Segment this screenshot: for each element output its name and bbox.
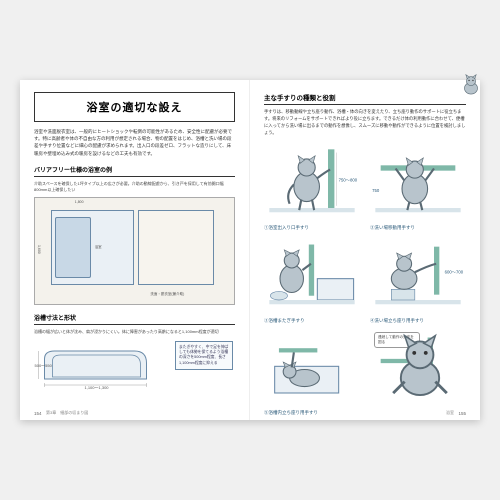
chapter-label-right: 浴室 (446, 410, 454, 416)
cell-5: ⑤浴槽内立ち座り用手すり (264, 328, 360, 415)
caption-2: ②洗い場移動用手すり (370, 225, 466, 231)
svg-text:600〜700: 600〜700 (445, 269, 464, 274)
title-box: 浴室の適切な設え (34, 92, 235, 122)
label-bath: 浴室 (95, 245, 102, 250)
caption-4: ④洗い場立ち座り用手すり (370, 318, 466, 324)
section2-caption: 浴槽の幅が広いと体が沈み、肩が浸かりにくい。体に障害があったり高齢になると1,1… (34, 329, 235, 335)
cell-3: ③浴槽またぎ手すり (264, 235, 360, 322)
tub-section-diagram: 1,100〜1,300 500〜550 またぎやすく、中で足を伸ばしても体勢を保… (34, 339, 235, 391)
illust-5 (264, 328, 360, 405)
right-heading: 主な手すりの種類と役割 (264, 92, 466, 105)
section1-heading: バリアフリー仕様の浴室の例 (34, 165, 235, 177)
svg-text:1,100〜1,300: 1,100〜1,300 (85, 385, 110, 390)
label-dress: 洗面・脱衣室(兼介助) (150, 292, 184, 297)
intro-text: 浴室や洗面脱衣室は、一般的にヒートショックや転倒の可能性があるため、安全性に配慮… (34, 128, 235, 157)
caption-3: ③浴槽またぎ手すり (264, 318, 360, 324)
page-right: 主な手すりの種類と役割 手すりは、移動動線や立ち座り動作、浴槽・体の向きを変えた… (250, 80, 480, 420)
section2-heading: 浴槽寸法と形状 (34, 313, 235, 325)
cell-4: 600〜700 ④洗い場立ち座り用手すり (370, 235, 466, 322)
page-number-left: 154 (34, 411, 42, 416)
page-title: 浴室の適切な設え (43, 99, 226, 115)
cat-mascot-icon (458, 72, 484, 98)
dim-height: 1,600 (37, 245, 41, 254)
svg-text:500〜550: 500〜550 (35, 363, 53, 368)
illust-3 (264, 235, 360, 312)
illust-2: 750 (370, 143, 466, 220)
floorplan-diagram: 1,800 1,600 浴室 洗面・脱衣室(兼介助) (34, 197, 235, 305)
cat-mascot-icon (372, 328, 468, 405)
cell-6: 連続して動作の安定を図る (370, 328, 466, 415)
right-intro: 手すりは、移動動線や立ち座り動作、浴槽・体の向きを変えたり、立ち座り動作のサポー… (264, 109, 466, 137)
svg-text:750〜800: 750〜800 (339, 177, 358, 182)
illust-4: 600〜700 (370, 235, 466, 312)
dressing-area (138, 210, 214, 284)
page-left: 浴室の適切な設え 浴室や洗面脱衣室は、一般的にヒートショックや転倒の可能性がある… (20, 80, 250, 420)
dim-width: 1,800 (75, 200, 84, 204)
chapter-label-left: 第3章 細部の収まり図 (46, 410, 88, 416)
cell-2: 750 ②洗い場移動用手すり (370, 143, 466, 230)
book-spread: 浴室の適切な設え 浴室や洗面脱衣室は、一般的にヒートショックや転倒の可能性がある… (20, 80, 480, 420)
illust-1: 750〜800 (264, 143, 360, 220)
bathtub-plan (55, 217, 91, 278)
caption-5: ⑤浴槽内立ち座り用手すり (264, 410, 360, 416)
caption-1: ①浴室出入り口手すり (264, 225, 360, 231)
section1-caption: 介助スペースを確保した1坪タイプ以上の広さが必要。介助の動線配慮から、引き戸を採… (34, 181, 235, 193)
svg-text:750: 750 (372, 187, 380, 192)
cell-1: 750〜800 ①浴室出入り口手すり (264, 143, 360, 230)
page-number-right: 155 (458, 411, 466, 416)
handrail-grid: 750〜800 ①浴室出入り口手すり 750 ②洗い場 (264, 143, 466, 385)
tub-callout: またぎやすく、中で足を伸ばしても体勢を保てるよう浴槽の深さを500mm程度、長さ… (175, 341, 233, 370)
